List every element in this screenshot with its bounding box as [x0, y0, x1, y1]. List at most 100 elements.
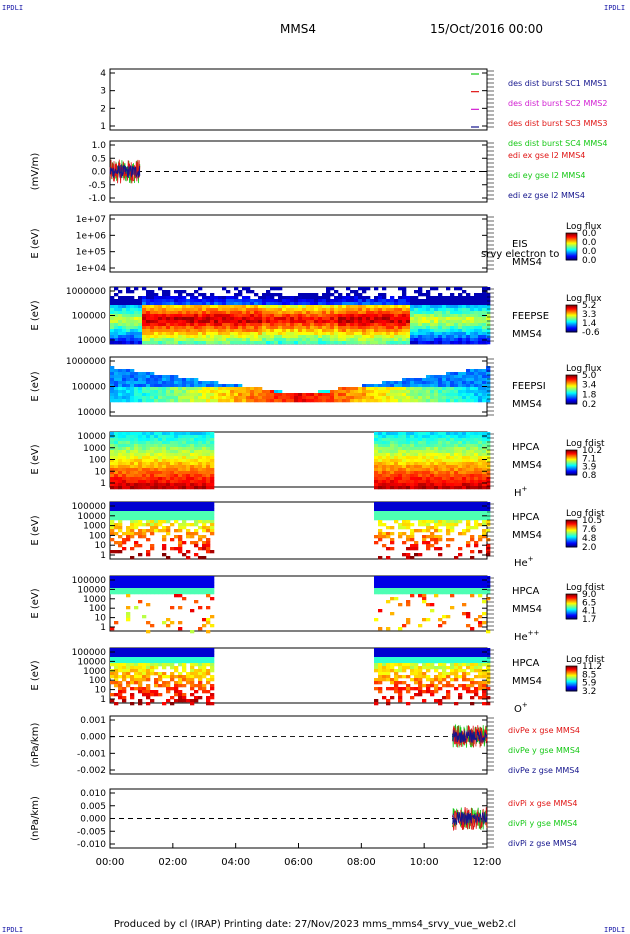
hpca_h-cell — [194, 432, 199, 436]
feepse-cell — [298, 299, 303, 303]
feepse-cell — [142, 308, 147, 312]
feepse-cell — [426, 305, 431, 309]
feepse-cell — [306, 314, 311, 318]
colorbar-cell — [566, 465, 577, 467]
colorbar-cell — [566, 470, 577, 473]
feepse-cell — [226, 320, 231, 324]
feepse-cell — [370, 320, 375, 324]
feepse-label: MMS4 — [512, 329, 542, 340]
feepsi-cell — [474, 369, 479, 373]
feepsi-cell — [354, 390, 359, 394]
feepse-cell — [466, 305, 471, 309]
colorbar-cell — [566, 245, 577, 247]
feepse-cell — [338, 320, 343, 324]
hpca_h-cell — [158, 462, 163, 466]
feepse-cell — [474, 293, 479, 297]
hpca_hepp-cell — [202, 618, 207, 622]
colorbar-tick-label: 5.0 — [582, 371, 597, 381]
hpca_h-cell — [166, 480, 171, 484]
hpca_o-cell — [114, 675, 119, 679]
hpca_h-cell — [418, 432, 423, 436]
feepse-cell — [182, 332, 187, 336]
feepsi-cell — [486, 381, 491, 385]
hpca_h-cell — [138, 480, 143, 484]
feepse-cell — [418, 290, 423, 294]
hpca_o-cell — [130, 663, 135, 667]
colorbar-cell — [566, 610, 577, 612]
feepsi-cell — [394, 390, 399, 394]
hpca_he-cell — [202, 523, 207, 527]
hpca_h-cell — [130, 465, 135, 469]
hpca_hepp-frame — [109, 575, 488, 632]
hpca_h-cell — [390, 438, 395, 442]
hpca_hepp-cell — [122, 576, 127, 580]
hpca_he-cell — [446, 523, 451, 527]
hpca_he-cell — [142, 517, 147, 521]
feepse-cell — [414, 320, 419, 324]
feepse-cell — [294, 296, 299, 300]
hpca_h-cell — [150, 435, 155, 439]
hpca_h-cell — [374, 444, 379, 448]
hpca_hepp-cell — [170, 591, 175, 595]
feepse-cell — [478, 341, 483, 345]
hpca_he-cell — [430, 520, 435, 524]
feepse-cell — [238, 308, 243, 312]
feepse-cell — [282, 311, 287, 315]
hpca_he-cell — [446, 514, 451, 518]
feepse-cell — [118, 290, 123, 294]
hpca_he-cell — [198, 502, 203, 506]
feepse-cell — [178, 302, 183, 306]
feepse-cell — [390, 332, 395, 336]
hpca_he-cell — [462, 508, 467, 512]
hpca_h-cell — [374, 447, 379, 451]
feepse-cell — [350, 323, 355, 327]
feepsi-cell — [182, 390, 187, 394]
colorbar-cell — [566, 611, 577, 613]
colorbar-cell — [566, 466, 577, 468]
hpca_he-cell — [466, 529, 471, 533]
feepse-cell — [266, 296, 271, 300]
hpca_h-cell — [182, 474, 187, 478]
feepse-cell — [434, 305, 439, 309]
hpca_h-cell — [486, 459, 491, 463]
hpca_he-cell — [134, 514, 139, 518]
hpca_hepp-cell — [190, 579, 195, 583]
hpca_hepp-cell — [438, 624, 443, 628]
feepse-cell — [394, 317, 399, 321]
hpca_h-cell — [122, 480, 127, 484]
hpca_hepp-cell — [374, 576, 379, 580]
hpca_o-cell — [110, 657, 115, 661]
hpca_h-cell — [110, 441, 115, 445]
feepsi-cell — [322, 393, 327, 397]
hpca_h-cell — [378, 447, 383, 451]
feepse-cell — [470, 320, 475, 324]
feepse-cell — [346, 335, 351, 339]
feepse-cell — [306, 302, 311, 306]
hpca_he-cell — [146, 553, 151, 557]
hpca_hepp-cell — [130, 579, 135, 583]
hpca_h-cell — [110, 456, 115, 460]
feepse-cell — [314, 323, 319, 327]
hpca_h-cell — [386, 447, 391, 451]
hpca_h-cell — [474, 447, 479, 451]
hpca_he-cell — [174, 535, 179, 539]
hpca_h-cell — [170, 456, 175, 460]
hpca_h-cell — [166, 477, 171, 481]
feepse-cell — [166, 320, 171, 324]
feepsi-cell — [390, 387, 395, 391]
hpca_h-cell — [166, 456, 171, 460]
feepse-cell — [470, 329, 475, 333]
hpca_hepp-cell — [450, 585, 455, 589]
hpca_h-cell — [114, 474, 119, 478]
feepsi-cell — [414, 399, 419, 403]
feepse-cell — [330, 320, 335, 324]
feepse-cell — [254, 329, 259, 333]
hpca_h-cell — [130, 462, 135, 466]
feepse-cell — [190, 332, 195, 336]
feepsi-cell — [462, 381, 467, 385]
feepse-cell — [486, 338, 491, 342]
feepse-cell — [242, 311, 247, 315]
feepse-cell — [234, 335, 239, 339]
feepse-cell — [486, 311, 491, 315]
hpca_h-cell — [162, 468, 167, 472]
